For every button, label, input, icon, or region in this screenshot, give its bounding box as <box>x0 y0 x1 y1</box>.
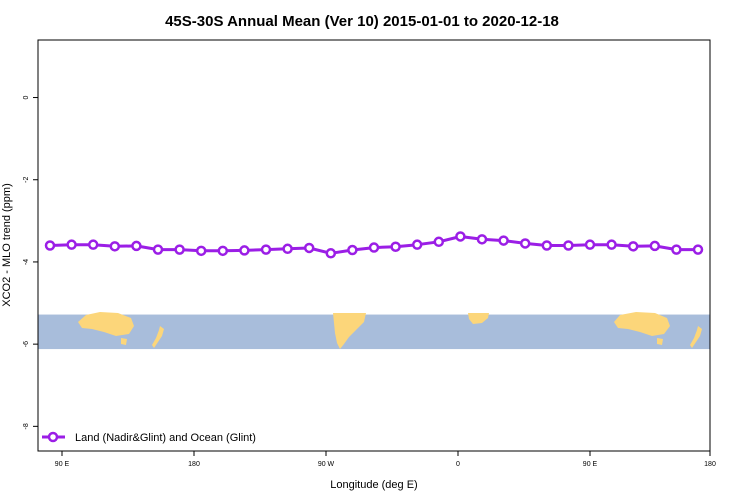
land-tasmania <box>121 338 127 345</box>
data-point <box>217 245 229 257</box>
data-point <box>692 244 704 255</box>
data-point <box>476 234 488 245</box>
data-point <box>627 241 639 252</box>
land-new-zealand-repeat <box>690 326 702 348</box>
data-point <box>563 240 574 251</box>
data-point <box>303 242 315 254</box>
y-axis-label: XCO2 - MLO trend (ppm) <box>1 183 13 306</box>
data-point <box>44 240 56 251</box>
series-layer <box>44 231 704 259</box>
data-point <box>606 239 617 250</box>
data-point <box>411 239 423 250</box>
map-band <box>38 312 710 350</box>
data-point <box>455 231 466 242</box>
data-point <box>66 239 77 250</box>
land-australia-repeat <box>614 312 670 336</box>
plot-frame <box>37 39 711 452</box>
x-tick-label: 90 E <box>583 461 598 468</box>
data-point <box>649 240 661 252</box>
data-point <box>671 244 682 255</box>
data-point <box>152 244 164 255</box>
y-tick-label: -2 <box>23 177 30 183</box>
land-south-africa <box>468 313 489 324</box>
data-point <box>433 236 445 248</box>
data-point <box>195 245 207 257</box>
y-tick-label: -8 <box>23 423 30 429</box>
y-axis: 0 -2 -4 -6 -8 <box>23 95 38 429</box>
data-point <box>347 244 358 256</box>
land-tasmania-repeat <box>657 338 663 345</box>
data-point <box>519 238 531 249</box>
x-tick-label: 180 <box>704 461 716 468</box>
data-point <box>390 241 401 252</box>
x-tick-label: 90 E <box>55 461 70 468</box>
land-south-america <box>333 313 366 349</box>
legend-marker <box>47 431 59 443</box>
data-point <box>368 242 380 253</box>
x-axis: 90 E 180 90 W 0 90 E 180 <box>55 451 716 468</box>
data-point <box>325 248 337 259</box>
land-new-zealand <box>152 326 164 348</box>
chart-title: 45S-30S Annual Mean (Ver 10) 2015-01-01 … <box>165 13 559 30</box>
land-australia <box>78 312 134 336</box>
x-axis-label: Longitude (deg E) <box>330 479 417 491</box>
data-point <box>584 239 596 250</box>
map-ocean <box>38 314 710 350</box>
x-tick-label: 0 <box>456 461 460 468</box>
data-point <box>109 241 121 252</box>
y-tick-label: -6 <box>23 341 30 347</box>
data-point <box>282 243 293 255</box>
data-point <box>498 235 509 246</box>
x-tick-label: 180 <box>188 461 200 468</box>
data-point <box>239 245 250 256</box>
data-point <box>541 240 553 251</box>
data-point <box>174 244 185 255</box>
x-tick-label: 90 W <box>318 461 335 468</box>
y-tick-label: -4 <box>23 259 30 265</box>
legend-label: Land (Nadir&Glint) and Ocean (Glint) <box>75 432 256 444</box>
legend: Land (Nadir&Glint) and Ocean (Glint) <box>42 431 256 444</box>
data-point <box>87 239 99 250</box>
y-tick-label: 0 <box>23 95 30 99</box>
data-point <box>131 240 142 252</box>
data-point <box>260 244 272 255</box>
